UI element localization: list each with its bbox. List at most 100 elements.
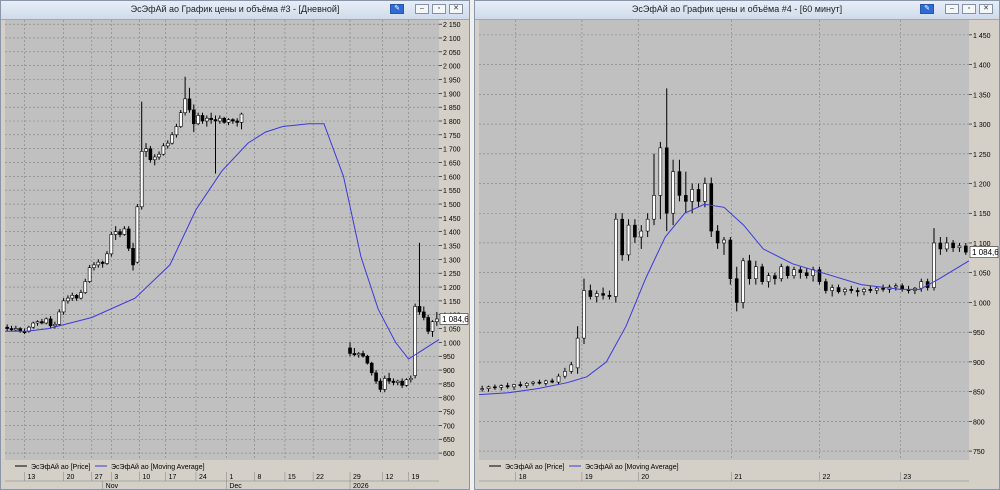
close-button[interactable]: ✕ <box>979 4 993 14</box>
candle <box>563 367 567 379</box>
candle <box>361 350 365 358</box>
candle <box>395 379 400 386</box>
y-tick-label: 750 <box>443 410 455 417</box>
hourly-chart-title: ЭсЭфАй ао График цены и объёма #4 - [60 … <box>631 4 843 14</box>
candle <box>213 115 218 174</box>
y-tick-label: 2 100 <box>443 36 461 43</box>
x-tick-label: 17 <box>169 474 177 481</box>
candle-body <box>231 119 235 122</box>
pin-icon[interactable]: ✎ <box>390 4 404 14</box>
candle <box>404 378 409 387</box>
candle <box>387 372 391 384</box>
candle <box>235 118 239 127</box>
candle-body <box>174 126 179 136</box>
moving-average-line <box>478 203 970 396</box>
x-tick-label: 22 <box>823 474 831 481</box>
y-tick-label: 800 <box>973 419 985 426</box>
candle <box>849 285 854 294</box>
candle <box>556 373 561 385</box>
hourly-price-chart[interactable]: 1 450 1 400 1 350 1 300 1 250 1 200 1 150 1 100… <box>475 20 999 489</box>
candle <box>231 118 235 124</box>
candle-body <box>126 228 131 249</box>
candle-body <box>569 364 574 372</box>
minimize-button[interactable]: – <box>945 4 959 14</box>
legend-ma-label: ЭсЭфАй ао [Moving Average] <box>585 463 679 471</box>
x-tick-label: 20 <box>67 474 75 481</box>
candle <box>760 263 764 285</box>
x-tick-label: 21 <box>734 474 742 481</box>
candle <box>83 278 88 294</box>
candle <box>734 266 739 312</box>
candle-body <box>664 147 669 214</box>
daily-price-chart[interactable]: 2 150 2 100 2 050 2 000 1 950 1 900 1 850 1 800… <box>1 20 469 489</box>
candle <box>426 314 430 335</box>
x-tick-label: 1 <box>229 474 233 481</box>
candle <box>531 380 535 386</box>
y-tick-label: 1 000 <box>443 340 461 347</box>
candle-body <box>408 378 413 381</box>
daily-chart-titlebar[interactable]: ЭсЭфАй ао График цены и объёма #3 - [Дне… <box>1 1 469 20</box>
y-tick-label: 1 000 <box>973 300 991 307</box>
candle-body <box>191 109 196 125</box>
candle <box>544 379 548 386</box>
candle <box>187 87 192 113</box>
candle-body <box>766 275 771 282</box>
candle-body <box>5 326 9 329</box>
y-tick-label: 900 <box>973 360 985 367</box>
candle-body <box>849 289 854 291</box>
close-button[interactable]: ✕ <box>449 4 463 14</box>
candle-body <box>413 306 417 376</box>
candle-body <box>919 281 924 289</box>
grid <box>479 20 969 460</box>
candle-body <box>374 372 378 382</box>
x-group-label: Nov <box>106 483 119 489</box>
candle-body <box>187 98 192 111</box>
y-tick-label: 700 <box>443 423 455 430</box>
candle <box>200 112 205 124</box>
candle-body <box>874 287 879 291</box>
y-tick-label: 1 850 <box>443 105 461 112</box>
candle-body <box>131 248 135 266</box>
candle <box>430 320 435 337</box>
candle <box>61 298 66 315</box>
candle-body <box>400 380 404 386</box>
legend-ma: ЭсЭфАй ао [Moving Average] <box>95 463 205 471</box>
candle-body <box>369 362 374 374</box>
pin-icon[interactable]: ✎ <box>920 4 934 14</box>
candle-body <box>741 260 745 303</box>
candle <box>191 104 196 133</box>
candle-body <box>144 148 148 152</box>
candle <box>118 228 122 238</box>
candle <box>170 132 174 145</box>
svg-text:1 084,6: 1 084,6 <box>972 248 999 257</box>
restore-button[interactable]: ▫ <box>432 4 446 14</box>
candle <box>348 342 352 357</box>
y-tick-label: 1 150 <box>443 299 461 306</box>
x-tick-label: 13 <box>28 474 36 481</box>
candle <box>862 287 866 296</box>
x-group-label: 2026 <box>353 483 369 489</box>
hourly-chart-titlebar[interactable]: ЭсЭфАй ао График цены и объёма #4 - [60 … <box>475 1 999 20</box>
candle-body <box>213 119 218 122</box>
candle-body <box>773 275 777 279</box>
x-tick-label: 19 <box>412 474 420 481</box>
candle <box>352 347 357 357</box>
candle <box>677 159 682 202</box>
candle-body <box>480 388 484 390</box>
candle <box>9 325 14 332</box>
minimize-button[interactable]: – <box>415 4 429 14</box>
candle-body <box>645 218 650 232</box>
candle <box>40 318 44 325</box>
candle <box>715 225 720 249</box>
candle <box>122 226 127 236</box>
candle <box>607 290 612 300</box>
y-tick-label: 1 300 <box>443 257 461 264</box>
candle-body <box>122 228 127 235</box>
restore-button[interactable]: ▫ <box>962 4 976 14</box>
candle-body <box>100 261 105 264</box>
candle <box>505 382 510 389</box>
x-tick-label: 10 <box>143 474 151 481</box>
candle <box>703 177 707 208</box>
candle-body <box>531 381 535 384</box>
candle-body <box>79 292 83 299</box>
